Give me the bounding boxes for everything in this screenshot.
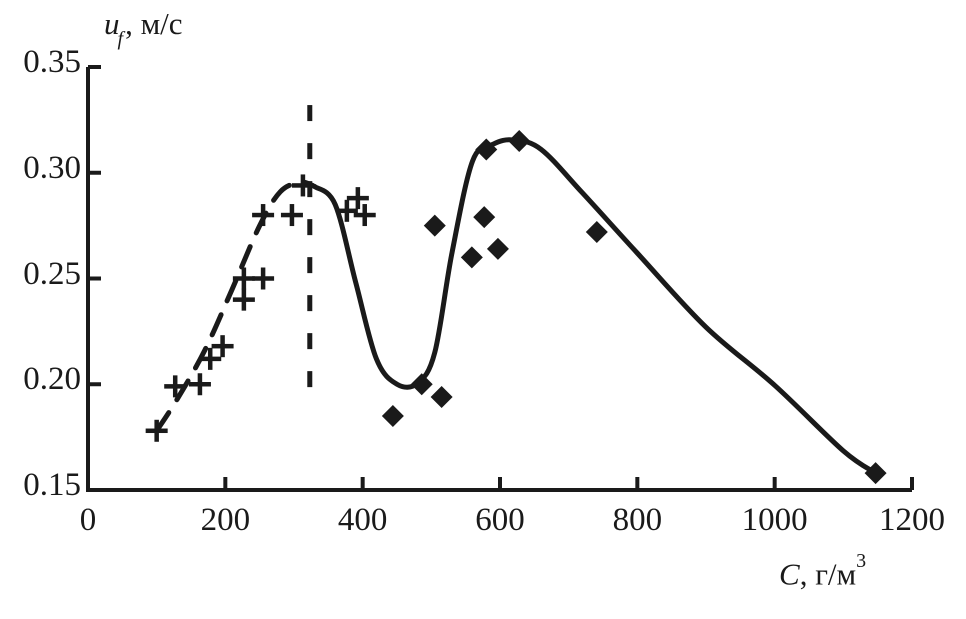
- diamond-marker: [486, 237, 509, 260]
- diamond-marker: [460, 246, 483, 269]
- solid-trend-curve: [312, 137, 879, 476]
- x-tick-label: 1200: [879, 502, 945, 538]
- x-axis-label: C, г/м3: [779, 550, 866, 592]
- diamond-marker: [430, 385, 453, 408]
- plus-marker: [280, 204, 303, 227]
- diamond-marker: [381, 404, 404, 427]
- x-tick-label: 1000: [741, 502, 808, 538]
- trend-curves: [154, 137, 879, 476]
- plus-marker: [164, 375, 187, 398]
- plus-marker: [232, 267, 255, 290]
- plus-marker: [252, 204, 275, 227]
- x-tick-label: 600: [475, 502, 525, 538]
- x-tick-label: 200: [200, 502, 251, 538]
- x-axis-label-variable: C: [779, 556, 800, 592]
- y-axis-label: uf, м/с: [104, 6, 183, 51]
- x-tick-label: 0: [79, 502, 97, 538]
- y-axis-label-variable: u: [104, 6, 120, 41]
- y-tick-label: 0.30: [23, 149, 81, 186]
- plus-marker: [252, 267, 275, 290]
- x-axis-label-exponent: 3: [856, 550, 867, 572]
- diamond-marker: [585, 220, 608, 243]
- y-axis-label-subscript: f: [117, 28, 124, 51]
- plus-marker: [291, 174, 314, 197]
- x-tick-label: 400: [337, 502, 388, 538]
- diamond-marker: [864, 462, 887, 485]
- plus-marker: [145, 419, 168, 442]
- diamond-marker: [473, 206, 496, 229]
- plus-marker: [199, 347, 222, 370]
- y-tick-label: 0.25: [23, 255, 81, 292]
- plus-marker: [188, 373, 211, 396]
- data-markers: [145, 130, 887, 485]
- axis-lines: [86, 67, 912, 492]
- y-tick-label: 0.35: [23, 44, 81, 80]
- diamond-marker: [475, 138, 498, 161]
- plus-marker: [346, 187, 369, 210]
- plus-marker: [232, 288, 255, 311]
- plus-marker: [353, 204, 376, 227]
- plus-marker: [335, 199, 358, 222]
- diamond-marker: [423, 214, 446, 237]
- diamond-marker: [508, 130, 531, 153]
- y-axis-label-units: , м/с: [125, 6, 183, 41]
- x-tick-label: 800: [612, 502, 663, 538]
- y-tick-label: 0.15: [23, 467, 81, 503]
- axis-ticks: [86, 65, 914, 492]
- y-tick-label: 0.20: [23, 361, 81, 398]
- x-axis-label-units: , г/м: [799, 556, 857, 592]
- diamond-marker: [410, 373, 433, 396]
- plus-marker: [211, 335, 234, 358]
- dashed-trend-curve: [154, 179, 318, 434]
